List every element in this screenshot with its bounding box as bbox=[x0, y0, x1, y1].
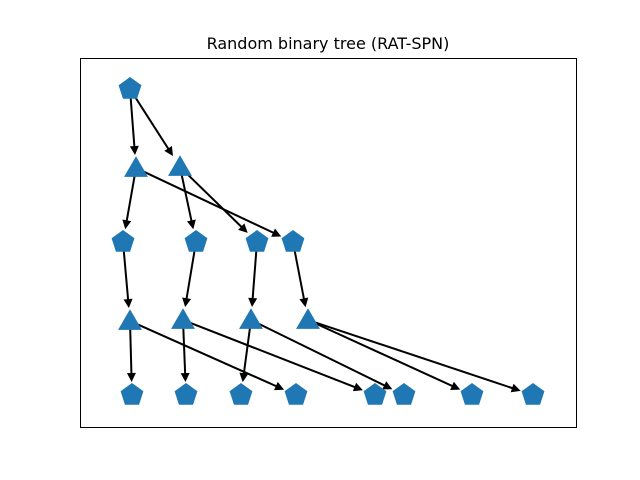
node-l2-pentagon-icon bbox=[174, 383, 198, 405]
edge-r-t2 bbox=[132, 93, 173, 157]
edge-r-t1 bbox=[129, 94, 139, 156]
node-q3-triangle-icon bbox=[239, 308, 263, 329]
node-q4-triangle-icon bbox=[296, 308, 320, 329]
node-q1-triangle-icon bbox=[118, 309, 142, 330]
plot-frame bbox=[80, 58, 577, 428]
edge-p3-q3 bbox=[248, 247, 258, 308]
edge-q4-l8 bbox=[313, 320, 521, 393]
edge-t1-p4 bbox=[141, 169, 282, 237]
edges-layer bbox=[122, 93, 521, 393]
node-q2-triangle-icon bbox=[171, 308, 195, 329]
node-t1-triangle-icon bbox=[124, 156, 148, 177]
edge-q3-l6 bbox=[255, 321, 393, 390]
edge-p1-q1 bbox=[122, 247, 133, 309]
edge-q1-l4 bbox=[135, 322, 285, 391]
node-l6-pentagon-icon bbox=[392, 383, 416, 405]
figure-title: Random binary tree (RAT-SPN) bbox=[207, 34, 450, 53]
edge-q1-l1 bbox=[126, 326, 136, 383]
edge-p2-q2 bbox=[182, 247, 197, 308]
edge-t1-p1 bbox=[122, 173, 136, 230]
node-l1-pentagon-icon bbox=[120, 383, 144, 405]
node-l8-pentagon-icon bbox=[521, 383, 545, 405]
edge-q2-l2 bbox=[180, 325, 190, 383]
node-p4-pentagon-icon bbox=[281, 230, 305, 252]
edge-q4-l7 bbox=[313, 321, 461, 390]
node-p2-pentagon-icon bbox=[184, 230, 208, 252]
node-t2-triangle-icon bbox=[168, 155, 192, 176]
node-l4-pentagon-icon bbox=[284, 383, 308, 405]
node-r-pentagon-icon bbox=[118, 77, 142, 99]
node-l3-pentagon-icon bbox=[229, 383, 253, 405]
node-l5-pentagon-icon bbox=[363, 383, 387, 405]
edge-q2-l5 bbox=[188, 321, 363, 392]
edge-p4-q4 bbox=[293, 247, 309, 308]
edge-q3-l3 bbox=[239, 325, 252, 383]
node-l7-pentagon-icon bbox=[460, 383, 484, 405]
nodes-layer bbox=[111, 77, 545, 405]
edge-t2-p2 bbox=[180, 172, 196, 230]
edge-t2-p3 bbox=[183, 170, 248, 233]
node-p3-pentagon-icon bbox=[245, 230, 269, 252]
node-p1-pentagon-icon bbox=[111, 230, 135, 252]
